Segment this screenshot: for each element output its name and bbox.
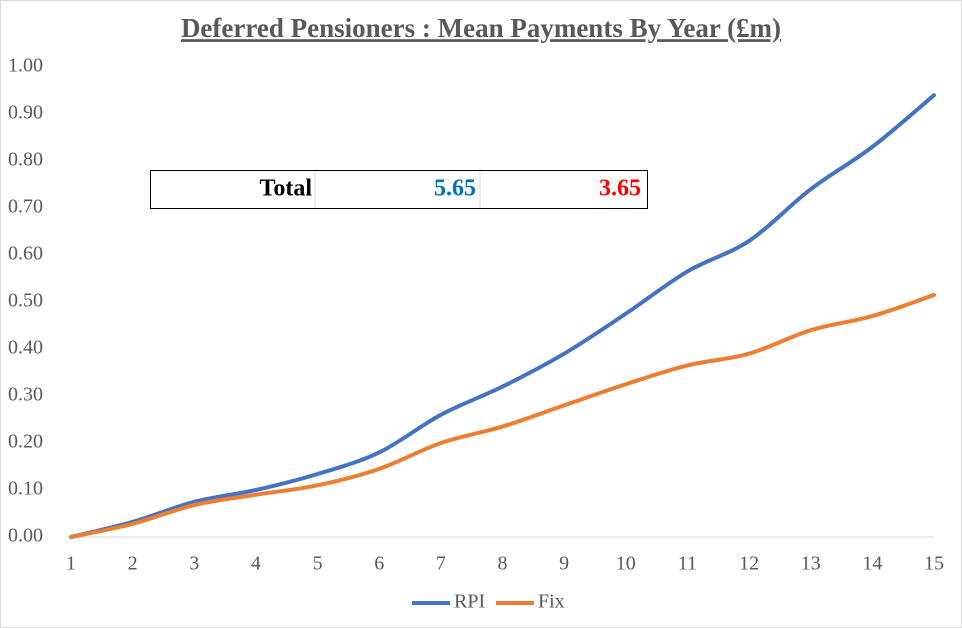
chart-title: Deferred Pensioners : Mean Payments By Y… <box>181 13 781 43</box>
x-tick-label: 8 <box>498 553 508 575</box>
x-tick-label: 7 <box>436 553 446 575</box>
x-tick-label: 14 <box>862 553 882 575</box>
totals-box <box>150 170 648 209</box>
y-tick-label: 0.70 <box>8 196 43 218</box>
y-tick-label: 0.10 <box>8 478 43 500</box>
x-tick-label: 11 <box>678 553 697 575</box>
y-tick-label: 1.00 <box>8 55 43 77</box>
x-tick-label: 5 <box>313 553 323 575</box>
y-tick-label: 0.00 <box>8 525 43 547</box>
series-line <box>69 93 936 539</box>
x-tick-label: 6 <box>374 553 384 575</box>
x-tick-label: 10 <box>616 553 636 575</box>
y-tick-label: 0.20 <box>8 431 43 453</box>
totals-label: Total <box>260 176 313 202</box>
totals-value: 3.65 <box>599 176 641 202</box>
x-tick-label: 13 <box>801 553 821 575</box>
y-tick-label: 0.40 <box>8 337 43 359</box>
x-tick-label: 3 <box>189 553 199 575</box>
x-tick-label: 4 <box>251 553 261 575</box>
y-tick-label: 0.90 <box>8 102 43 124</box>
series-line <box>69 292 936 539</box>
y-tick-label: 0.30 <box>8 384 43 406</box>
totals-value: 5.65 <box>434 176 476 202</box>
y-tick-label: 0.60 <box>8 243 43 265</box>
x-tick-label: 1 <box>66 553 76 575</box>
x-tick-label: 15 <box>924 553 944 575</box>
legend-label: Fix <box>538 591 565 613</box>
x-tick-label: 2 <box>128 553 138 575</box>
legend-label: RPI <box>454 591 485 613</box>
y-tick-label: 0.80 <box>8 149 43 171</box>
x-tick-label: 9 <box>559 553 569 575</box>
y-tick-label: 0.50 <box>8 290 43 312</box>
x-tick-label: 12 <box>739 553 759 575</box>
